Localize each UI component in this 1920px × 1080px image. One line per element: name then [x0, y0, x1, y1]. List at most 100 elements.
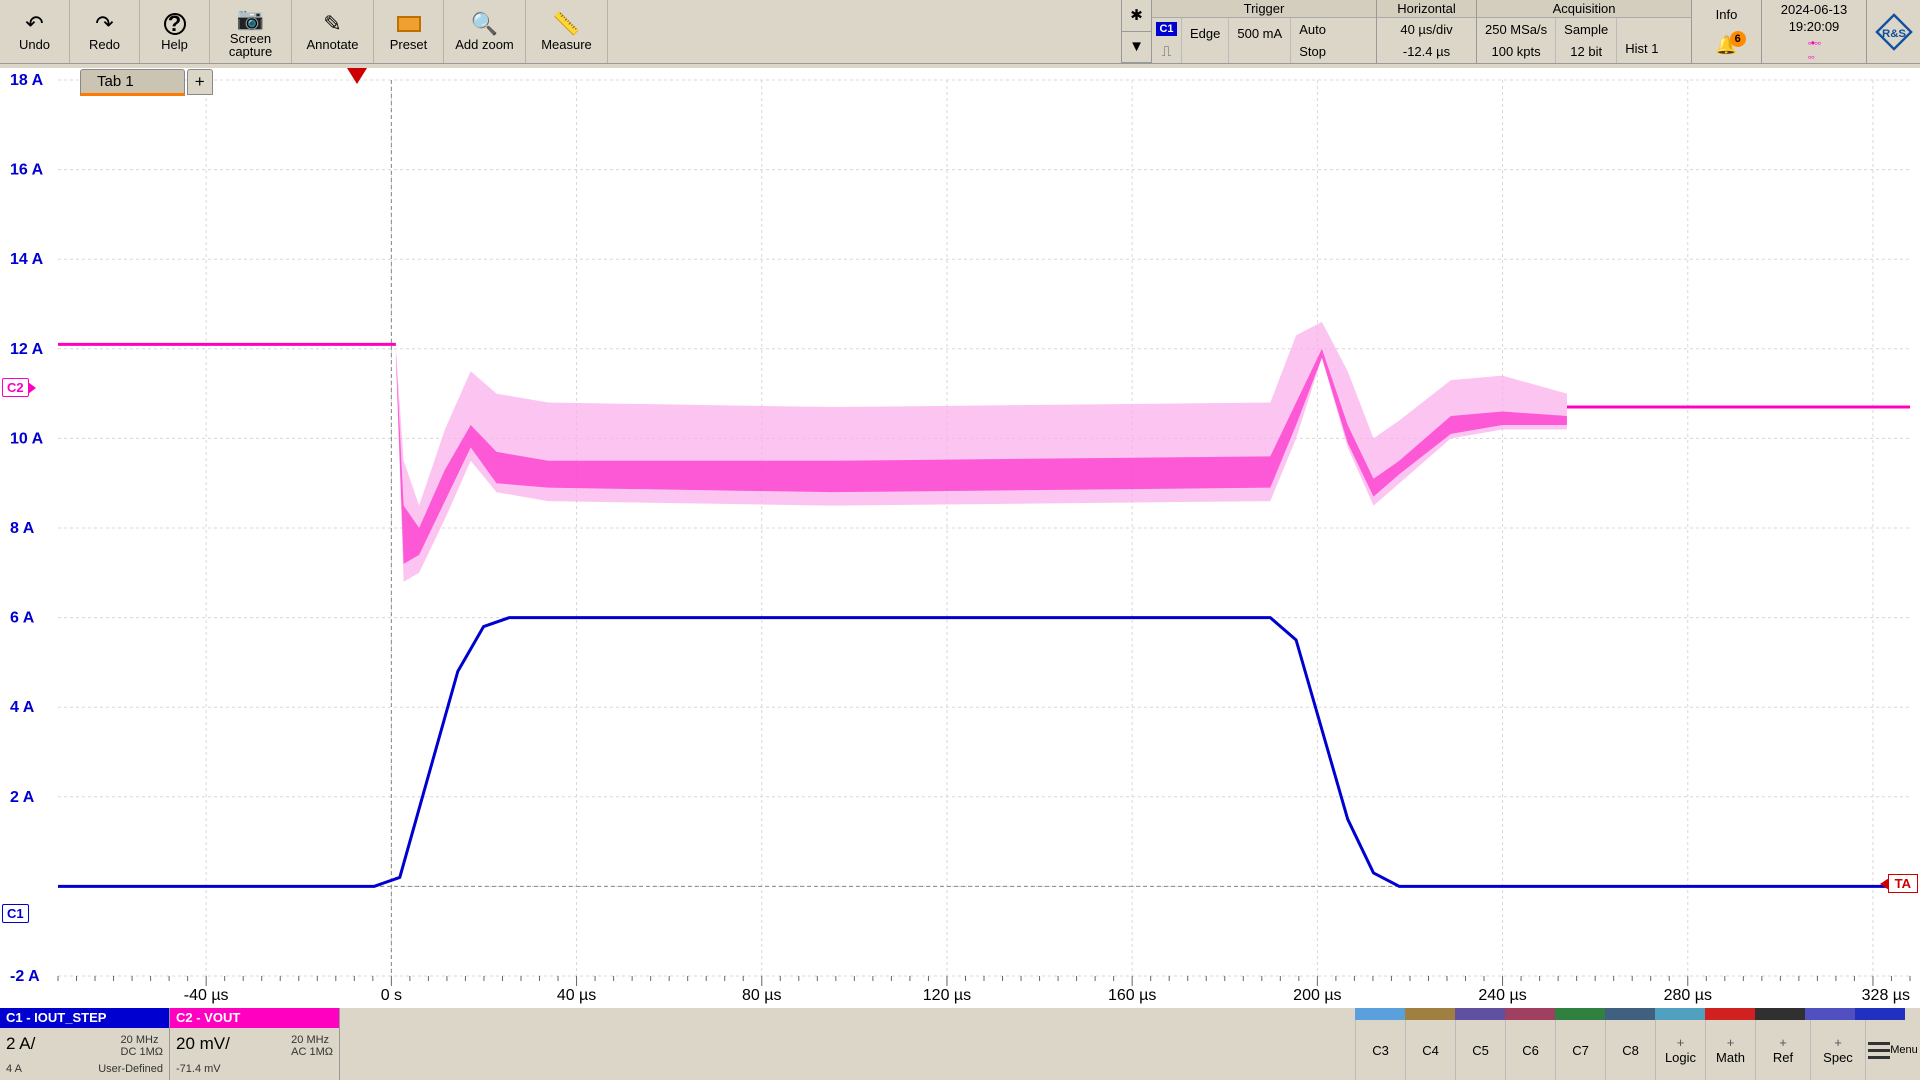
preset-button[interactable]: Preset — [374, 0, 444, 63]
add-zoom-button[interactable]: 🔍 Add zoom — [444, 0, 526, 63]
trigger-marker-icon — [347, 68, 367, 84]
mini-channel-menu[interactable]: Menu — [1865, 1020, 1920, 1080]
undo-icon: ↶ — [25, 11, 43, 37]
annotate-label: Annotate — [306, 37, 358, 52]
svg-text:4 A: 4 A — [10, 699, 35, 716]
c1-bw: 20 MHz — [121, 1034, 159, 1046]
redo-label: Redo — [89, 37, 120, 52]
date-label: 2024-06-13 — [1781, 2, 1848, 17]
zoom-icon: 🔍 — [471, 11, 498, 37]
svg-text:120 µs: 120 µs — [923, 987, 971, 1004]
tab-1[interactable]: Tab 1 — [80, 69, 185, 96]
trigger-level: 500 mA — [1237, 26, 1282, 41]
c1-scale: 2 A/ — [6, 1034, 35, 1058]
help-label: Help — [161, 37, 188, 52]
add-tab-button[interactable]: + — [187, 69, 213, 95]
mini-channel-c7[interactable]: C7 — [1555, 1020, 1605, 1080]
svg-text:80 µs: 80 µs — [742, 987, 781, 1004]
mini-channel-c6[interactable]: C6 — [1505, 1020, 1555, 1080]
acquisition-panel[interactable]: Acquisition 250 MSa/s 100 kpts Sample 12… — [1476, 0, 1691, 63]
svg-text:14 A: 14 A — [10, 251, 44, 268]
svg-text:160 µs: 160 µs — [1108, 987, 1156, 1004]
acq-points: 100 kpts — [1485, 44, 1547, 59]
mini-channel-ref[interactable]: +Ref — [1755, 1020, 1810, 1080]
menu-icon — [1868, 1042, 1890, 1059]
screen-capture-label: Screen capture — [210, 32, 291, 58]
annotate-button[interactable]: ✎ Annotate — [292, 0, 374, 63]
mini-channel-c4[interactable]: C4 — [1405, 1020, 1455, 1080]
c1-title: C1 - IOUT_STEP — [6, 1010, 106, 1025]
camera-icon: 📷 — [237, 6, 264, 32]
help-button[interactable]: ? Help — [140, 0, 210, 63]
c2-channel-box[interactable]: C2 - VOUT 20 mV/ 20 MHz AC 1MΩ -71.4 mV — [170, 1008, 340, 1080]
c1-channel-box[interactable]: C1 - IOUT_STEP 2 A/ 20 MHz DC 1MΩ 4 A Us… — [0, 1008, 170, 1080]
c1-range: User-Defined — [98, 1063, 163, 1075]
trigger-level-flag[interactable]: TA — [1888, 874, 1918, 893]
undo-button[interactable]: ↶ Undo — [0, 0, 70, 63]
preset-icon — [397, 11, 421, 37]
svg-text:10 A: 10 A — [10, 430, 44, 447]
acquisition-title: Acquisition — [1477, 0, 1691, 18]
tab-label: Tab 1 — [97, 73, 134, 90]
horizontal-panel[interactable]: Horizontal 40 µs/div -12.4 µs — [1376, 0, 1476, 63]
mini-channel-spec[interactable]: +Spec — [1810, 1020, 1865, 1080]
svg-text:18 A: 18 A — [10, 72, 44, 89]
acq-mode: Sample — [1564, 22, 1608, 37]
c2-bw: 20 MHz — [291, 1034, 329, 1046]
time-label: 19:20:09 — [1789, 19, 1840, 34]
ruler-icon: 📏 — [553, 11, 580, 37]
svg-text:16 A: 16 A — [10, 162, 44, 179]
edge-icon: ⎍ — [1156, 43, 1177, 60]
activity-dots-icon: ◦•◦◦◦◦ — [1808, 36, 1821, 64]
undo-label: Undo — [19, 37, 50, 52]
brand-logo: R&S — [1866, 0, 1920, 63]
trigger-channel-badge: C1 — [1156, 22, 1177, 36]
channel-bar: C1 - IOUT_STEP 2 A/ 20 MHz DC 1MΩ 4 A Us… — [0, 1008, 1920, 1080]
redo-icon: ↷ — [95, 11, 113, 37]
svg-text:6 A: 6 A — [10, 610, 35, 627]
tab-strip: Tab 1 + — [80, 69, 213, 96]
acq-resolution: 12 bit — [1564, 44, 1608, 59]
chevron-down-icon[interactable]: ▼ — [1122, 32, 1151, 64]
gear-icon[interactable]: ✱ — [1122, 0, 1151, 32]
measure-label: Measure — [541, 37, 592, 52]
c1-flag[interactable]: C1 — [2, 904, 29, 923]
horizontal-position: -12.4 µs — [1385, 44, 1468, 59]
mini-channel-c5[interactable]: C5 — [1455, 1020, 1505, 1080]
svg-text:12 A: 12 A — [10, 341, 44, 358]
svg-text:0 s: 0 s — [381, 987, 402, 1004]
trigger-state: Stop — [1299, 44, 1326, 59]
notification-count: 6 — [1730, 31, 1746, 47]
help-icon: ? — [164, 11, 186, 37]
svg-text:-40 µs: -40 µs — [184, 987, 229, 1004]
datetime-panel: 2024-06-13 19:20:09 ◦•◦◦◦◦ — [1761, 0, 1866, 63]
c2-scale: 20 mV/ — [176, 1034, 230, 1058]
mini-channel-logic[interactable]: +Logic — [1655, 1020, 1705, 1080]
mini-channel-math[interactable]: +Math — [1705, 1020, 1755, 1080]
svg-text:40 µs: 40 µs — [557, 987, 596, 1004]
measure-button[interactable]: 📏 Measure — [526, 0, 608, 63]
mini-channel-c8[interactable]: C8 — [1605, 1020, 1655, 1080]
bell-icon[interactable]: 🔔6 — [1715, 35, 1737, 56]
status-panels: ✱ ▼ Trigger C1 ⎍ Edge 500 mA Auto Stop H… — [1121, 0, 1920, 63]
screen-capture-button[interactable]: 📷 Screen capture — [210, 0, 292, 63]
c2-flag[interactable]: C2 — [2, 378, 29, 397]
mini-channel-c3[interactable]: C3 — [1355, 1020, 1405, 1080]
waveform-display[interactable]: C1 C2 TA 18 A16 A14 A12 A10 A8 A6 A4 A2 … — [0, 68, 1920, 1008]
c1-offset: 4 A — [6, 1063, 22, 1075]
preset-label: Preset — [390, 37, 428, 52]
svg-text:328 µs: 328 µs — [1862, 987, 1910, 1004]
c1-coupling: DC 1MΩ — [121, 1046, 163, 1058]
svg-text:R&S: R&S — [1881, 27, 1905, 39]
c2-offset: -71.4 mV — [176, 1063, 221, 1075]
svg-text:8 A: 8 A — [10, 520, 35, 537]
svg-text:240 µs: 240 µs — [1478, 987, 1526, 1004]
top-toolbar: ↶ Undo ↷ Redo ? Help 📷 Screen capture ✎ … — [0, 0, 1920, 64]
acq-history: Hist 1 — [1625, 41, 1658, 56]
redo-button[interactable]: ↷ Redo — [70, 0, 140, 63]
info-panel[interactable]: Info 🔔6 — [1691, 0, 1761, 63]
horizontal-scale: 40 µs/div — [1385, 22, 1468, 37]
trigger-panel[interactable]: Trigger C1 ⎍ Edge 500 mA Auto Stop — [1151, 0, 1376, 63]
svg-text:200 µs: 200 µs — [1293, 987, 1341, 1004]
acq-rate: 250 MSa/s — [1485, 22, 1547, 37]
